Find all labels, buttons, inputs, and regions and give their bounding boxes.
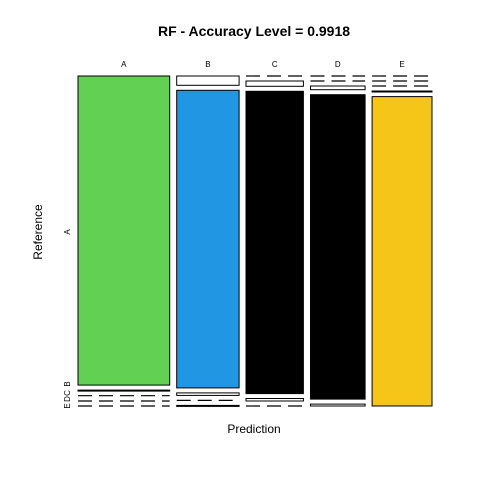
tile-c-c	[245, 90, 304, 395]
x-tick-label-d: D	[335, 60, 341, 69]
tile-c-b	[245, 80, 304, 87]
tile-d-d	[310, 94, 366, 400]
tile-b-c	[176, 392, 240, 396]
y-tick-label-c: C	[63, 390, 72, 396]
chart-title: RF - Accuracy Level = 0.9918	[158, 23, 350, 39]
tile-c-d	[245, 398, 304, 402]
tile-e-e	[371, 96, 433, 407]
tile-b-b	[176, 89, 240, 389]
tile-e-d	[371, 90, 433, 93]
tile-b-e	[176, 404, 240, 407]
tile-d-c	[310, 85, 366, 91]
y-axis-label: Reference	[31, 204, 45, 260]
x-tick-label-c: C	[272, 60, 278, 69]
y-tick-label-b: B	[63, 381, 72, 386]
x-axis-label: Prediction	[227, 422, 280, 436]
y-tick-label-a: A	[63, 229, 72, 235]
y-tick-label-d: D	[63, 396, 72, 402]
tile-b-a	[176, 75, 240, 86]
x-tick-label-b: B	[205, 60, 210, 69]
y-tick-label-e: E	[63, 403, 72, 408]
tile-a-b	[77, 389, 171, 392]
x-tick-label-a: A	[121, 60, 127, 69]
x-tick-label-e: E	[399, 60, 404, 69]
mosaic-tiles	[77, 75, 433, 407]
x-tick-labels: A B C D E	[121, 60, 405, 69]
tile-a-a	[77, 75, 171, 386]
tile-d-e	[310, 403, 366, 407]
